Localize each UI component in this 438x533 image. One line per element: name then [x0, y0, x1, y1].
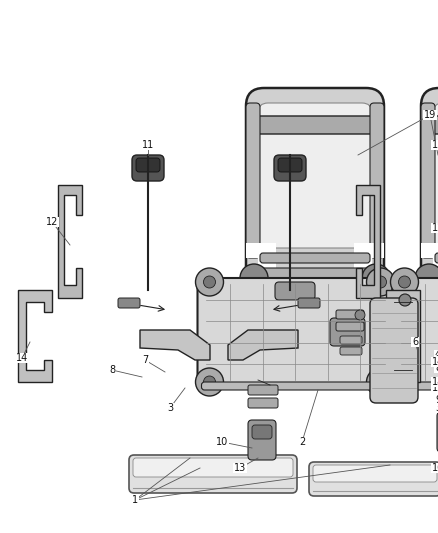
Circle shape	[399, 276, 410, 288]
FancyBboxPatch shape	[275, 282, 315, 300]
FancyBboxPatch shape	[370, 298, 418, 403]
Polygon shape	[246, 243, 276, 288]
FancyBboxPatch shape	[118, 298, 140, 308]
Text: 17: 17	[432, 383, 438, 393]
Circle shape	[195, 268, 223, 296]
FancyBboxPatch shape	[260, 253, 370, 263]
FancyBboxPatch shape	[252, 425, 272, 439]
FancyBboxPatch shape	[370, 103, 384, 258]
Text: 16: 16	[432, 463, 438, 473]
FancyBboxPatch shape	[278, 158, 302, 172]
Circle shape	[391, 268, 418, 296]
FancyBboxPatch shape	[246, 88, 384, 323]
Circle shape	[204, 376, 215, 388]
Circle shape	[415, 264, 438, 292]
Polygon shape	[18, 290, 52, 382]
Circle shape	[367, 268, 395, 296]
Text: 7: 7	[142, 355, 148, 365]
Circle shape	[240, 264, 268, 292]
Text: 8: 8	[435, 363, 438, 373]
FancyBboxPatch shape	[248, 420, 276, 460]
Circle shape	[399, 294, 411, 306]
Text: 19: 19	[424, 110, 436, 120]
Text: 12: 12	[432, 223, 438, 233]
FancyBboxPatch shape	[421, 88, 438, 323]
FancyBboxPatch shape	[136, 158, 160, 172]
Text: 10: 10	[432, 383, 438, 393]
Polygon shape	[58, 185, 82, 298]
FancyBboxPatch shape	[435, 253, 438, 263]
Text: 6: 6	[412, 337, 418, 347]
FancyBboxPatch shape	[248, 385, 278, 395]
FancyBboxPatch shape	[298, 298, 320, 308]
Text: 1: 1	[132, 495, 138, 505]
Text: 13: 13	[234, 463, 246, 473]
Circle shape	[391, 368, 418, 396]
FancyBboxPatch shape	[313, 465, 437, 482]
Text: 3: 3	[167, 403, 173, 413]
FancyBboxPatch shape	[435, 268, 438, 278]
Circle shape	[355, 310, 365, 320]
Polygon shape	[386, 290, 420, 382]
FancyBboxPatch shape	[433, 103, 438, 248]
FancyBboxPatch shape	[246, 103, 260, 258]
Text: 14: 14	[16, 353, 28, 363]
FancyBboxPatch shape	[340, 347, 362, 355]
Circle shape	[374, 376, 386, 388]
Polygon shape	[140, 330, 210, 360]
Text: 14: 14	[432, 357, 438, 367]
Circle shape	[374, 276, 386, 288]
FancyBboxPatch shape	[421, 103, 435, 258]
Text: 11: 11	[142, 140, 154, 150]
FancyBboxPatch shape	[429, 116, 438, 134]
FancyBboxPatch shape	[132, 155, 164, 181]
Text: 2: 2	[299, 437, 305, 447]
Text: 7: 7	[435, 355, 438, 365]
Text: 4: 4	[435, 350, 438, 360]
FancyBboxPatch shape	[198, 278, 392, 386]
FancyBboxPatch shape	[330, 318, 365, 346]
Circle shape	[362, 264, 390, 292]
FancyBboxPatch shape	[248, 398, 278, 408]
Text: 3: 3	[435, 403, 438, 413]
Circle shape	[195, 368, 223, 396]
FancyBboxPatch shape	[260, 268, 370, 278]
FancyBboxPatch shape	[396, 382, 438, 390]
Circle shape	[399, 376, 410, 388]
FancyBboxPatch shape	[254, 116, 376, 134]
Text: 1: 1	[132, 495, 138, 505]
Text: 9: 9	[435, 395, 438, 405]
Text: 11: 11	[432, 140, 438, 150]
Polygon shape	[356, 185, 380, 298]
FancyBboxPatch shape	[129, 455, 297, 493]
Text: 18: 18	[432, 377, 438, 387]
FancyBboxPatch shape	[296, 283, 334, 305]
Text: 10: 10	[216, 437, 228, 447]
FancyBboxPatch shape	[258, 103, 372, 248]
FancyBboxPatch shape	[437, 412, 438, 452]
FancyBboxPatch shape	[336, 322, 364, 331]
Text: 8: 8	[109, 365, 115, 375]
FancyBboxPatch shape	[336, 310, 364, 319]
Text: 12: 12	[46, 217, 58, 227]
FancyBboxPatch shape	[340, 336, 362, 344]
FancyBboxPatch shape	[274, 155, 306, 181]
Polygon shape	[228, 330, 298, 360]
Polygon shape	[354, 243, 384, 288]
FancyBboxPatch shape	[133, 458, 293, 477]
Circle shape	[204, 276, 215, 288]
FancyBboxPatch shape	[392, 278, 438, 386]
FancyBboxPatch shape	[309, 462, 438, 496]
Circle shape	[367, 368, 395, 396]
FancyBboxPatch shape	[201, 382, 389, 390]
Polygon shape	[421, 243, 438, 288]
